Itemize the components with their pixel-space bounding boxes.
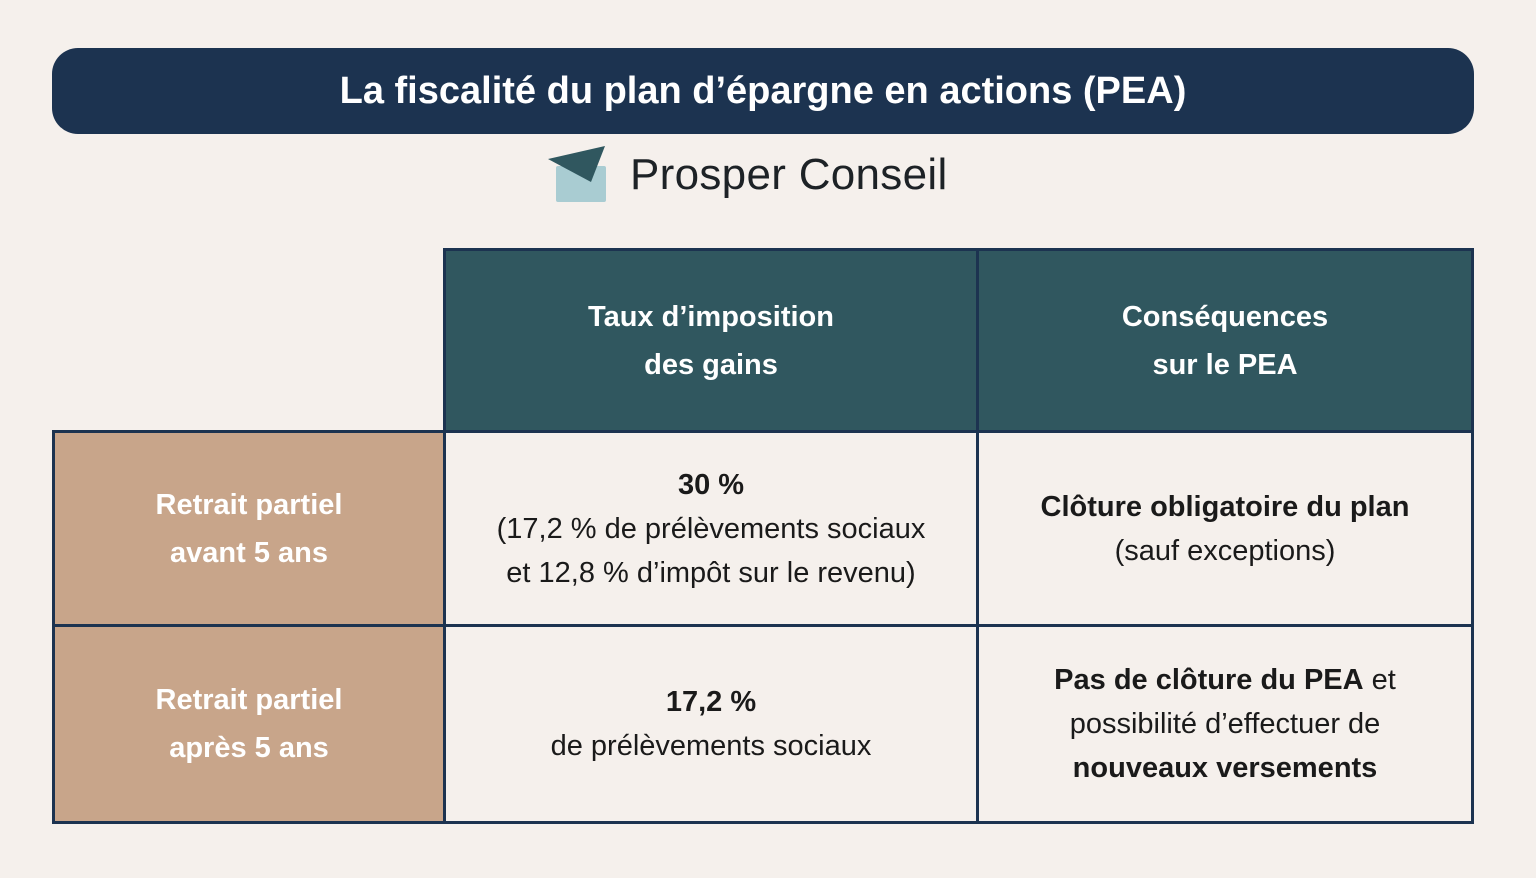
row-label-line: Retrait partiel bbox=[155, 488, 343, 521]
cell-rate-before-5-years: 30 % (17,2 % de prélèvements sociaux et … bbox=[443, 430, 979, 627]
paper-plane-envelope-icon bbox=[548, 146, 606, 202]
page-title: La fiscalité du plan d’épargne en action… bbox=[52, 48, 1474, 134]
header-line: des gains bbox=[644, 348, 778, 381]
row-label-line: Retrait partiel bbox=[155, 684, 343, 716]
row-label-line: après 5 ans bbox=[169, 732, 329, 764]
header-consequences: Conséquences sur le PEA bbox=[976, 248, 1474, 433]
header-tax-rate: Taux d’imposition des gains bbox=[443, 248, 979, 433]
rate-detail: de prélèvements sociaux bbox=[550, 730, 872, 762]
cell-consequence-before-5-years: Clôture obligatoire du plan (sauf except… bbox=[976, 430, 1474, 627]
rate-value: 17,2 % bbox=[665, 686, 757, 718]
row-label-line: avant 5 ans bbox=[170, 536, 328, 569]
rate-detail: et 12,8 % d’impôt sur le revenu) bbox=[506, 556, 916, 589]
brand-logo: Prosper Conseil bbox=[546, 144, 948, 206]
cell-consequence-after-5-years: Pas de clôture du PEA et possibilité d’e… bbox=[976, 624, 1474, 824]
consequence-detail: (sauf exceptions) bbox=[1114, 534, 1336, 567]
consequence-main: Clôture obligatoire du plan bbox=[1040, 490, 1410, 523]
row-header-after-5-years: Retrait partiel après 5 ans bbox=[52, 624, 446, 824]
header-line: Conséquences bbox=[1121, 300, 1329, 333]
consequence-emphasis: nouveaux versements bbox=[1072, 752, 1378, 784]
row-header-before-5-years: Retrait partiel avant 5 ans bbox=[52, 430, 446, 627]
cell-rate-after-5-years: 17,2 % de prélèvements sociaux bbox=[443, 624, 979, 824]
header-line: Taux d’imposition bbox=[588, 300, 834, 333]
consequence-main: Pas de clôture du PEA bbox=[1054, 664, 1364, 696]
consequence-detail: possibilité d’effectuer de bbox=[1069, 708, 1381, 740]
rate-value: 30 % bbox=[677, 468, 745, 501]
consequence-line: Pas de clôture du PEA et bbox=[1054, 658, 1396, 702]
header-line: sur le PEA bbox=[1152, 348, 1298, 381]
consequence-rest: et bbox=[1363, 664, 1396, 696]
brand-name: Prosper Conseil bbox=[630, 150, 948, 199]
rate-detail: (17,2 % de prélèvements sociaux bbox=[496, 512, 926, 545]
